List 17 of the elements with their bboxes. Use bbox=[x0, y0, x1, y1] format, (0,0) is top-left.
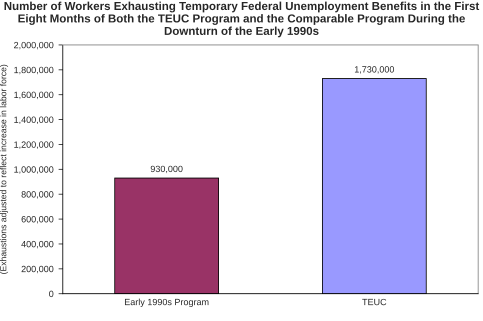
y-tick-label: 2,000,000 bbox=[14, 42, 54, 50]
y-tick-label: 1,200,000 bbox=[14, 141, 54, 149]
y-tick-label: 1,400,000 bbox=[14, 116, 54, 124]
y-tick-label: 200,000 bbox=[22, 266, 54, 274]
data-label: 1,730,000 bbox=[354, 66, 394, 74]
x-tick-label: TEUC bbox=[362, 298, 386, 306]
y-tick-label: 600,000 bbox=[22, 216, 54, 224]
y-tick-label: 0 bbox=[49, 290, 54, 298]
y-tick-label: 1,600,000 bbox=[14, 92, 54, 100]
y-tick-label: 1,800,000 bbox=[14, 66, 54, 74]
x-tick-label: Early 1990s Program bbox=[124, 298, 208, 307]
y-tick-label: 800,000 bbox=[22, 191, 54, 199]
y-tick-label: 400,000 bbox=[21, 240, 54, 248]
data-label: 930,000 bbox=[150, 166, 183, 174]
y-tick-label: 1,000,000 bbox=[14, 166, 54, 174]
y-axis-title: (Exhaustions adjusted to reflect increase in labor force) bbox=[0, 64, 8, 274]
chart-title: Number of Workers Exhausting Temporary Federal Unemployment Benefits in the First Eight Months of Both the TEUC Program and the Comparable Program During the Downturn of the Early 1990s bbox=[4, 2, 480, 38]
